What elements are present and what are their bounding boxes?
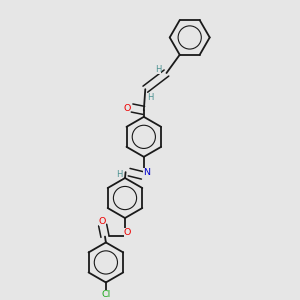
Text: H: H (147, 93, 154, 102)
Text: H: H (155, 65, 161, 74)
Text: O: O (124, 228, 131, 237)
Text: N: N (143, 168, 150, 177)
Text: O: O (99, 217, 106, 226)
Text: O: O (123, 103, 130, 112)
Text: Cl: Cl (101, 290, 110, 299)
Text: H: H (116, 170, 122, 179)
